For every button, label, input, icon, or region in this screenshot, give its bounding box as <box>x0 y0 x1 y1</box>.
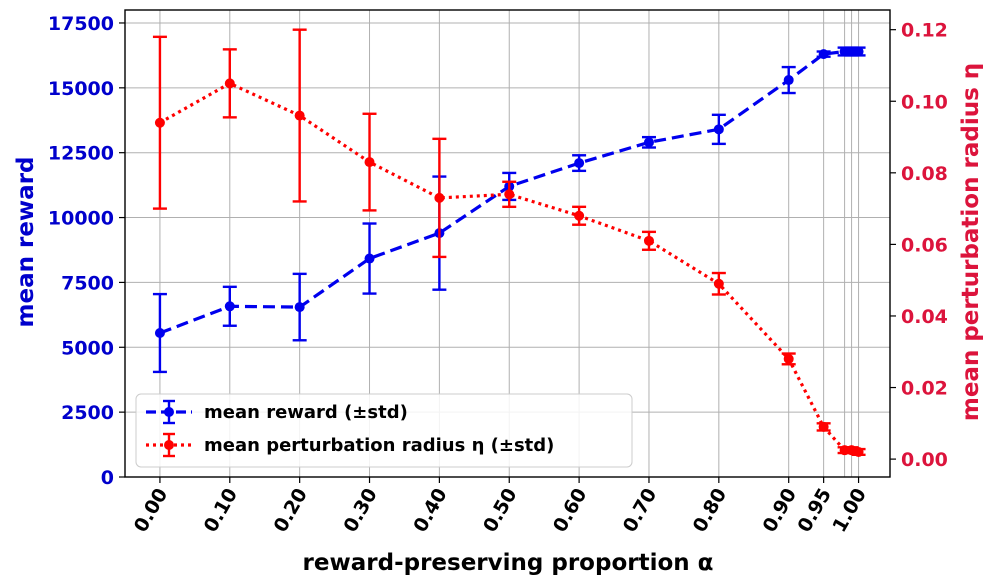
data-point <box>294 302 305 313</box>
data-point <box>434 192 445 203</box>
right-y-tick-label: 0.06 <box>901 234 948 256</box>
legend-eta-marker <box>146 432 192 458</box>
data-point <box>713 278 724 289</box>
plot-frame <box>124 9 891 478</box>
data-point <box>853 46 864 57</box>
x-tick-label: 0.90 <box>759 485 801 537</box>
left-y-tick-label: 17500 <box>48 13 114 35</box>
left-y-tick-label: 10000 <box>48 208 114 230</box>
right-y-tick-label: 0.00 <box>901 449 948 471</box>
data-point <box>504 189 515 200</box>
legend-reward-marker <box>146 399 192 425</box>
legend-eta-label: mean perturbation radius η (±std) <box>204 435 554 456</box>
x-tick-label: 0.40 <box>409 485 451 537</box>
legend: mean reward (±std) mean perturbation rad… <box>135 393 633 468</box>
left-y-tick-label: 15000 <box>48 78 114 100</box>
x-tick-label: 0.20 <box>269 485 311 537</box>
x-tick-label: 0.95 <box>793 485 835 537</box>
legend-reward-label: mean reward (±std) <box>204 402 408 423</box>
data-point <box>839 46 850 57</box>
data-point <box>154 328 165 339</box>
left-y-tick-label: 7500 <box>61 272 114 294</box>
series-line <box>159 81 859 454</box>
legend-point <box>164 407 174 417</box>
data-point <box>846 46 857 57</box>
right-y-tick-label: 0.12 <box>901 20 948 42</box>
data-point <box>783 353 794 364</box>
left-y-tick-label: 2500 <box>61 402 114 424</box>
data-point <box>713 124 724 135</box>
data-point <box>364 157 375 168</box>
x-tick-label: 0.70 <box>619 485 661 537</box>
right-y-tick-label: 0.04 <box>901 306 948 328</box>
x-tick-label: 0.50 <box>479 485 521 537</box>
data-point <box>783 75 794 86</box>
data-point <box>294 110 305 121</box>
data-point <box>224 78 235 89</box>
left-y-tick-label: 12500 <box>48 143 114 165</box>
x-tick-label: 0.10 <box>200 485 242 537</box>
series-layer <box>152 28 866 457</box>
right-y-axis-title: mean perturbation radius η <box>958 63 984 421</box>
x-tick-label: 1.00 <box>828 485 870 537</box>
left-y-tick-label: 5000 <box>61 337 114 359</box>
x-tick-label: 0.30 <box>339 485 381 537</box>
series-1 <box>152 28 866 457</box>
data-point <box>643 137 654 148</box>
x-tick-label: 0.60 <box>549 485 591 537</box>
data-point <box>643 235 654 246</box>
data-point <box>574 158 585 169</box>
right-y-tick-label: 0.10 <box>901 91 948 113</box>
data-point <box>818 421 829 432</box>
left-y-tick-label: 0 <box>101 467 114 489</box>
data-point <box>853 446 864 457</box>
data-point <box>224 301 235 312</box>
right-y-tick-label: 0.02 <box>901 378 948 400</box>
grid-lines <box>125 10 890 478</box>
x-tick-label: 0.00 <box>130 485 172 537</box>
data-point <box>364 253 375 264</box>
data-point <box>574 210 585 221</box>
data-point <box>154 117 165 128</box>
data-point <box>818 49 829 60</box>
left-y-axis-title: mean reward <box>13 157 39 328</box>
legend-point <box>164 440 174 450</box>
x-tick-label: 0.80 <box>689 485 731 537</box>
right-y-tick-label: 0.08 <box>901 163 948 185</box>
x-axis-title: reward-preserving proportion α <box>303 550 714 576</box>
legend-box <box>135 393 633 468</box>
